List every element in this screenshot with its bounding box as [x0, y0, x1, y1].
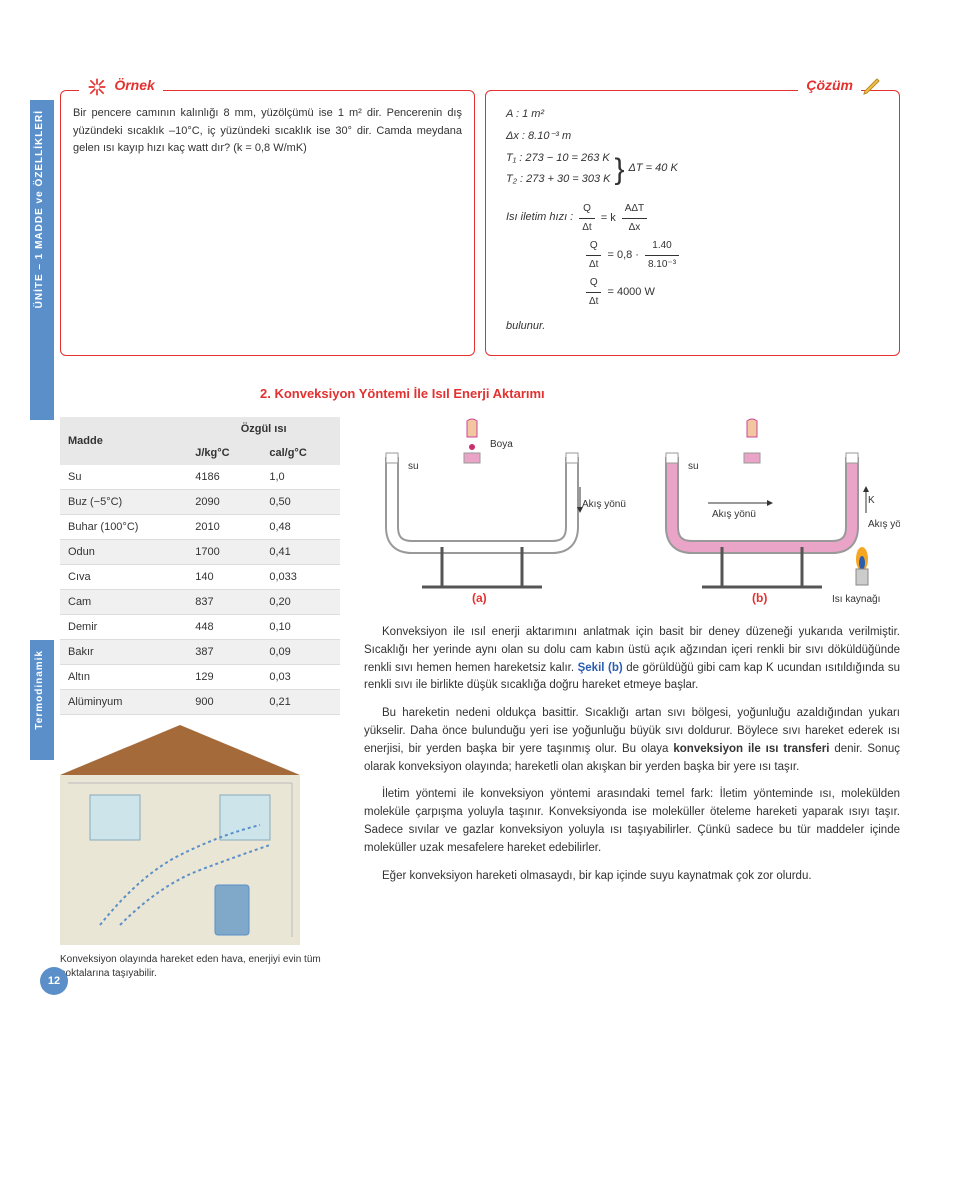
brace-icon: } — [615, 155, 625, 185]
page-number-badge: 12 — [40, 967, 68, 995]
sol-A: A : 1 m² — [506, 105, 887, 125]
table-row: Buhar (100°C)20100,48 — [60, 514, 340, 539]
solution-badge-label: Çözüm — [806, 77, 853, 93]
svg-text:Boya: Boya — [490, 439, 513, 450]
section-sidebar: Termodinamik — [30, 640, 54, 760]
example-box: Örnek Bir pencere camının kalınlığı 8 mm… — [60, 90, 475, 356]
sol-dT: ΔT = 40 K — [629, 159, 678, 179]
svg-text:Akış yönü: Akış yönü — [868, 519, 900, 530]
table-row: Buz (−5°C)20900,50 — [60, 489, 340, 514]
p2: Bu hareketin nedeni oldukça basittir. Sı… — [364, 705, 900, 776]
unit-label: ÜNİTE – 1 MADDE ve ÖZELLİKLERİ — [30, 100, 49, 318]
solution-math: A : 1 m² Δx : 8.10⁻³ m T₁ : 273 − 10 = 2… — [498, 105, 887, 337]
th-unit1: J/kg°C — [187, 441, 261, 465]
table-row: Cam8370,20 — [60, 589, 340, 614]
svg-text:Akış yönü: Akış yönü — [712, 509, 756, 520]
table-row: Cıva1400,033 — [60, 564, 340, 589]
svg-text:Akış yönü: Akış yönü — [582, 499, 626, 510]
asterisk-icon — [87, 77, 107, 97]
svg-text:(a): (a) — [472, 591, 487, 605]
unit-sidebar: ÜNİTE – 1 MADDE ve ÖZELLİKLERİ — [30, 100, 54, 420]
svg-text:(b): (b) — [752, 591, 767, 605]
sol-T1: T₁ : 273 − 10 = 263 K — [506, 149, 611, 169]
svg-text:su: su — [688, 461, 699, 472]
table-row: Bakır3870,09 — [60, 639, 340, 664]
table-row: Alüminyum9000,21 — [60, 689, 340, 714]
roof-icon — [60, 725, 300, 775]
sol-hiz: Isı iletim hızı : — [506, 208, 573, 228]
sol-dx: Δx : 8.10⁻³ m — [506, 127, 887, 147]
th-unit2: cal/g°C — [261, 441, 340, 465]
table-row: Altın1290,03 — [60, 664, 340, 689]
convection-diagram: Boya su Akış yönü (a) — [364, 417, 900, 607]
sol-T2: T₂ : 273 + 30 = 303 K — [506, 170, 611, 190]
table-row: Su41861,0 — [60, 465, 340, 490]
example-badge-label: Örnek — [114, 77, 154, 93]
specific-heat-table: Madde Özgül ısı J/kg°C cal/g°C Su41861,0… — [60, 417, 340, 715]
th-madde: Madde — [60, 417, 187, 465]
p4: Eğer konveksiyon hareketi olmasaydı, bir… — [364, 868, 900, 886]
solution-badge: Çözüm — [798, 77, 861, 93]
body-paragraphs: Konveksiyon ile ısıl enerji aktarımını a… — [364, 624, 900, 886]
svg-text:K: K — [868, 495, 875, 506]
example-badge: Örnek — [79, 77, 163, 97]
svg-text:Isı kaynağı: Isı kaynağı — [832, 594, 880, 605]
solution-box: Çözüm A : 1 m² Δx : 8.10⁻³ m T₁ : 273 − … — [485, 90, 900, 356]
house-illustration: Konveksiyon olayında hareket eden hava, … — [60, 775, 340, 981]
example-text: Bir pencere camının kalınlığı 8 mm, yüzö… — [73, 105, 462, 158]
pencil-icon — [861, 73, 885, 97]
svg-text:su: su — [408, 461, 419, 472]
p3: İletim yöntemi ile konveksiyon yöntemi a… — [364, 786, 900, 857]
table-row: Odun17000,41 — [60, 539, 340, 564]
section-label: Termodinamik — [30, 640, 49, 740]
sol-bulunur: bulunur. — [506, 317, 887, 337]
section-heading: 2. Konveksiyon Yöntemi İle Isıl Enerji A… — [260, 386, 900, 401]
th-ozgul: Özgül ısı — [187, 417, 340, 441]
house-caption: Konveksiyon olayında hareket eden hava, … — [60, 953, 340, 981]
table-row: Demir4480,10 — [60, 614, 340, 639]
page-number: 12 — [40, 967, 68, 995]
p1: Konveksiyon ile ısıl enerji aktarımını a… — [364, 624, 900, 695]
